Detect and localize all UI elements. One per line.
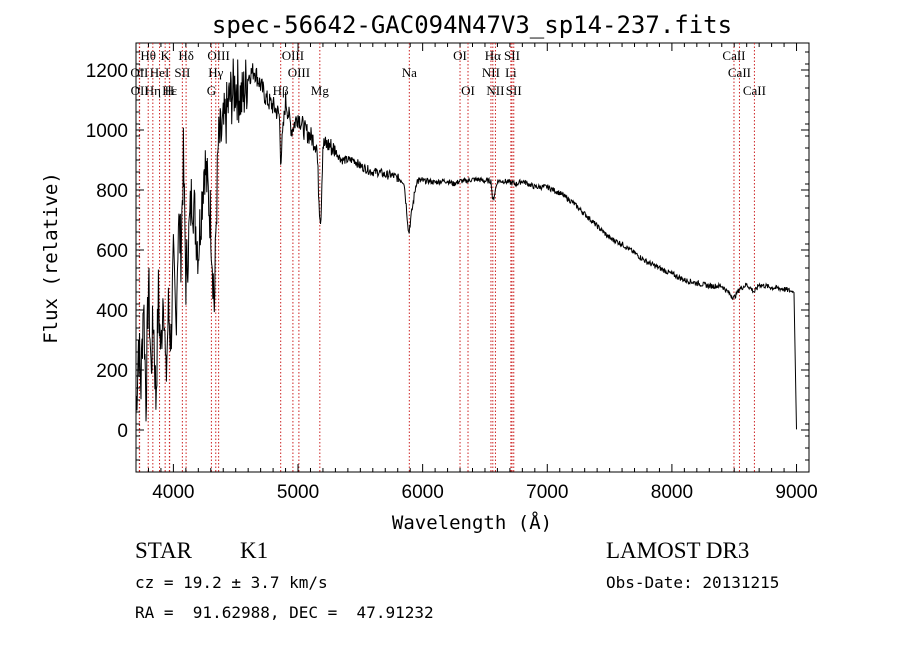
x-tick-label: 6000 [402, 482, 444, 503]
y-tick-label: 1200 [86, 61, 128, 82]
x-axis-label: Wavelength (Å) [392, 511, 552, 534]
x-tick-label: 5000 [277, 482, 319, 503]
spectral-line-label: SII [506, 83, 522, 98]
spectral-line-label: CaII [728, 65, 751, 80]
spectral-line-label: HeI [150, 65, 170, 80]
spectral-line-label: CaII [722, 48, 745, 63]
x-tick-label: 9000 [775, 482, 817, 503]
y-axis-label: Flux (relative) [40, 172, 62, 344]
spectral-line-label: Mg [311, 83, 330, 98]
spectral-line-label: Hδ [178, 48, 194, 63]
spectral-line-label: K [160, 48, 170, 63]
spectral-line-label: Li [505, 65, 517, 80]
y-tick-label: 1000 [86, 121, 128, 142]
spectral-line-label: OI [453, 48, 467, 63]
chart-title: spec-56642-GAC094N47V3_sp14-237.fits [212, 11, 732, 39]
y-tick-label: 200 [96, 361, 128, 382]
spectral-line-label: OIII [207, 48, 229, 63]
spectral-line-label: Hα [485, 48, 501, 63]
x-axis-ticks: 4000 5000 6000 7000 8000 9000 [135, 43, 818, 503]
spectral-line-label: SII [174, 65, 190, 80]
spectral-line-label: SII [504, 48, 520, 63]
spectral-line-label: Hε [162, 83, 177, 98]
spectral-line-label: Hβ [273, 83, 289, 98]
spectral-line-label: G [207, 83, 216, 98]
spectral-line-label: NII [486, 83, 504, 98]
spectral-line-label: NII [482, 65, 500, 80]
sky-coordinates: RA = 91.62988, DEC = 47.91232 [135, 603, 434, 622]
x-tick-label: 4000 [152, 482, 194, 503]
flux-series-line [135, 58, 797, 430]
spectral-line-label: OII [130, 65, 148, 80]
spectral-line-label: OII [131, 83, 149, 98]
spectral-line-label: Na [402, 65, 417, 80]
spectral-line-label: Hγ [208, 65, 223, 80]
object-class: STAR [135, 538, 192, 563]
y-tick-label: 800 [96, 181, 128, 202]
spectral-line-label: OIII [282, 48, 304, 63]
y-tick-label: 0 [117, 421, 128, 442]
object-subclass: K1 [240, 538, 269, 563]
observation-date: Obs-Date: 20131215 [606, 573, 780, 592]
redshift-value: cz = 19.2 ± 3.7 km/s [135, 573, 328, 592]
y-tick-label: 600 [96, 241, 128, 262]
spectral-line-label: Hη [145, 83, 161, 98]
x-tick-label: 8000 [651, 482, 693, 503]
spectral-line-label: OI [461, 83, 475, 98]
spectral-line-label: Hθ [140, 48, 156, 63]
survey-name: LAMOST DR3 [606, 538, 750, 563]
spectral-line-markers [138, 43, 755, 472]
y-tick-label: 400 [96, 301, 128, 322]
spectral-line-label: OIII [288, 65, 310, 80]
spectral-line-label: H [165, 83, 174, 98]
x-tick-label: 7000 [526, 482, 568, 503]
spectral-line-label: CaII [743, 83, 766, 98]
y-axis-ticks: 0 200 400 600 800 1000 1200 [86, 51, 809, 461]
